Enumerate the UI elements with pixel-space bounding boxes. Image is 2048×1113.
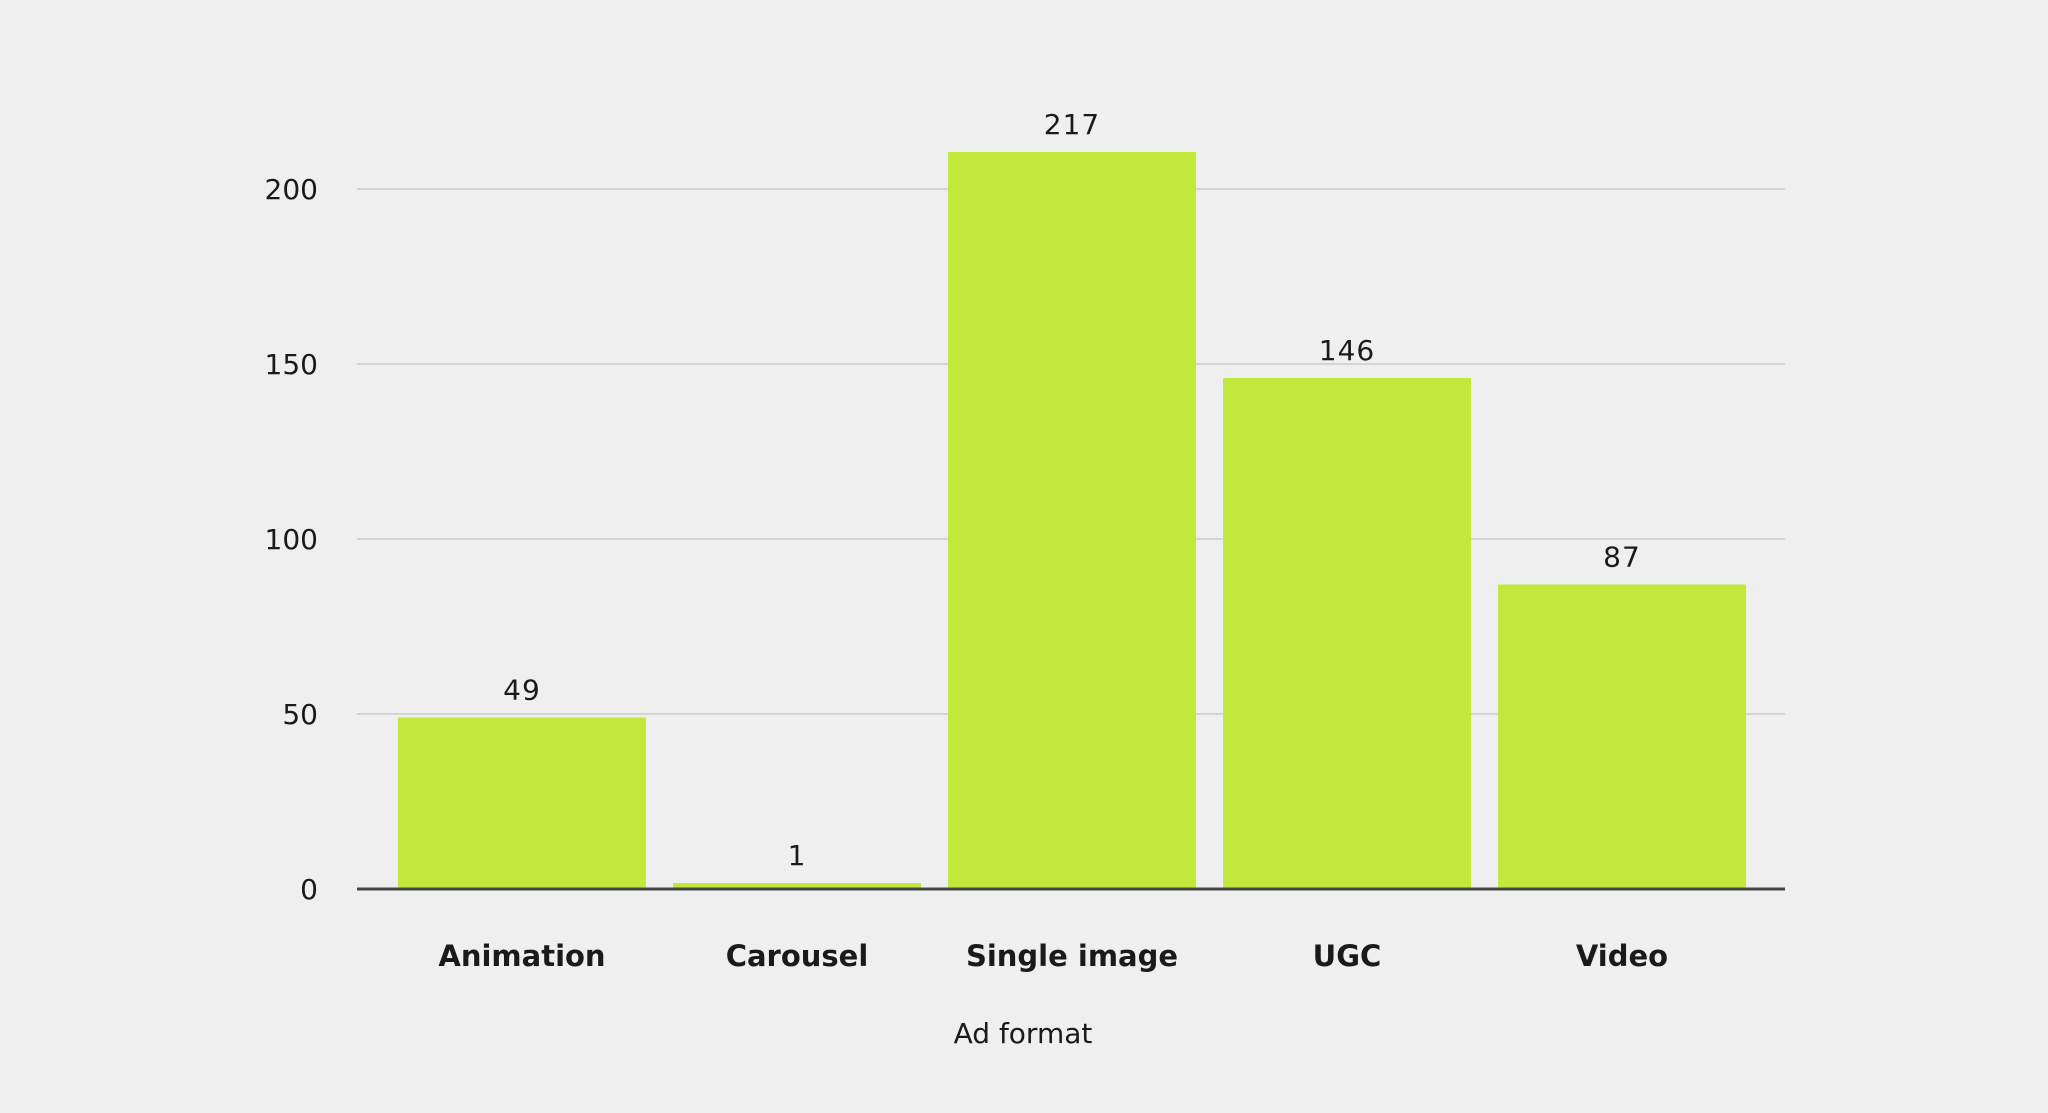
category-label: UGC	[1313, 939, 1382, 973]
bar-video	[1498, 584, 1746, 889]
x-axis-title: Ad format	[954, 1017, 1093, 1050]
category-label: Animation	[438, 939, 605, 973]
data-label: 87	[1603, 541, 1641, 574]
data-label: 217	[1044, 108, 1100, 141]
bar-ugc	[1223, 378, 1471, 889]
bar-carousel	[673, 883, 921, 889]
y-tick-labels: 0 50 100 150 200	[265, 173, 318, 906]
bar-animation	[398, 717, 646, 889]
bar-single-image	[948, 152, 1196, 889]
y-tick-label: 150	[265, 348, 318, 381]
bars	[398, 152, 1746, 889]
data-label: 146	[1319, 334, 1375, 367]
category-label: Carousel	[726, 939, 869, 973]
data-label: 1	[788, 839, 807, 872]
y-tick-label: 50	[282, 698, 318, 731]
category-label: Video	[1576, 939, 1668, 973]
category-labels: Animation Carousel Single image UGC Video	[438, 939, 1668, 973]
y-tick-label: 100	[265, 523, 318, 556]
data-label: 49	[503, 674, 541, 707]
data-labels: 49 1 217 146 87	[503, 108, 1641, 872]
y-tick-label: 200	[265, 173, 318, 206]
y-tick-label: 0	[300, 873, 318, 906]
category-label: Single image	[966, 939, 1178, 973]
